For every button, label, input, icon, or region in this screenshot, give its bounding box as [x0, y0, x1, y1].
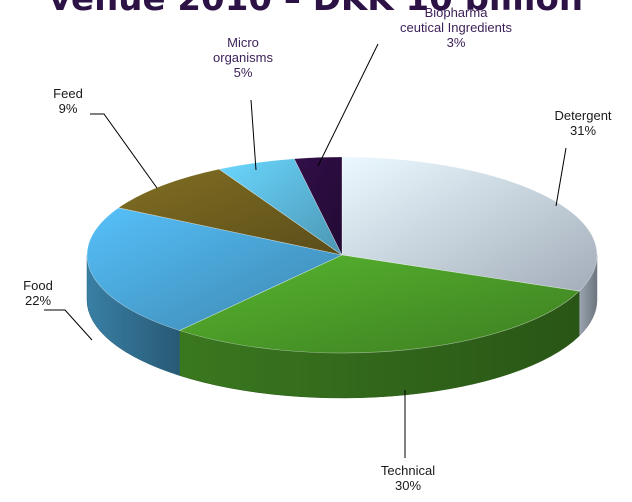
- pie-slice-biopharma-ceutical-ingredients: [293, 156, 343, 256]
- pie-sides: [86, 254, 598, 399]
- pie-slice-food: [86, 207, 343, 331]
- leader-line-biopharma-ceutical-ingredients: [317, 43, 379, 167]
- slice-label-micro-organisms-0: Micro: [227, 35, 259, 50]
- slice-label-biopharma-ceutical-ingredients-0: Biopharma: [425, 5, 489, 20]
- slice-pct-food: 22%: [25, 293, 51, 308]
- chart-title: venue 2010 – DKK 10 billion: [49, 0, 583, 19]
- pie-top-slices: [86, 156, 598, 354]
- leader-lines: [44, 43, 567, 458]
- pie-slice-technical: [178, 254, 580, 354]
- slice-label-micro-organisms-1: organisms: [213, 50, 273, 65]
- slice-pct-technical: 30%: [395, 478, 421, 493]
- slice-label-biopharma-ceutical-ingredients-1: ceutical Ingredients: [400, 20, 513, 35]
- leader-line-food: [44, 309, 93, 341]
- leader-line-feed: [90, 113, 158, 189]
- slice-label-technical-0: Technical: [381, 463, 435, 478]
- slice-label-feed-0: Feed: [53, 86, 83, 101]
- pie-slice-detergent: [341, 156, 598, 292]
- slice-label-food-0: Food: [23, 278, 53, 293]
- slice-label-detergent-0: Detergent: [554, 108, 611, 123]
- slice-pct-micro-organisms: 5%: [234, 65, 253, 80]
- slice-pct-feed: 9%: [59, 101, 78, 116]
- slice-pct-detergent: 31%: [570, 123, 596, 138]
- leader-line-micro-organisms: [250, 99, 257, 171]
- leader-line-detergent: [555, 147, 567, 207]
- slice-pct-biopharma-ceutical-ingredients: 3%: [447, 35, 466, 50]
- pie-slice-feed: [117, 168, 343, 256]
